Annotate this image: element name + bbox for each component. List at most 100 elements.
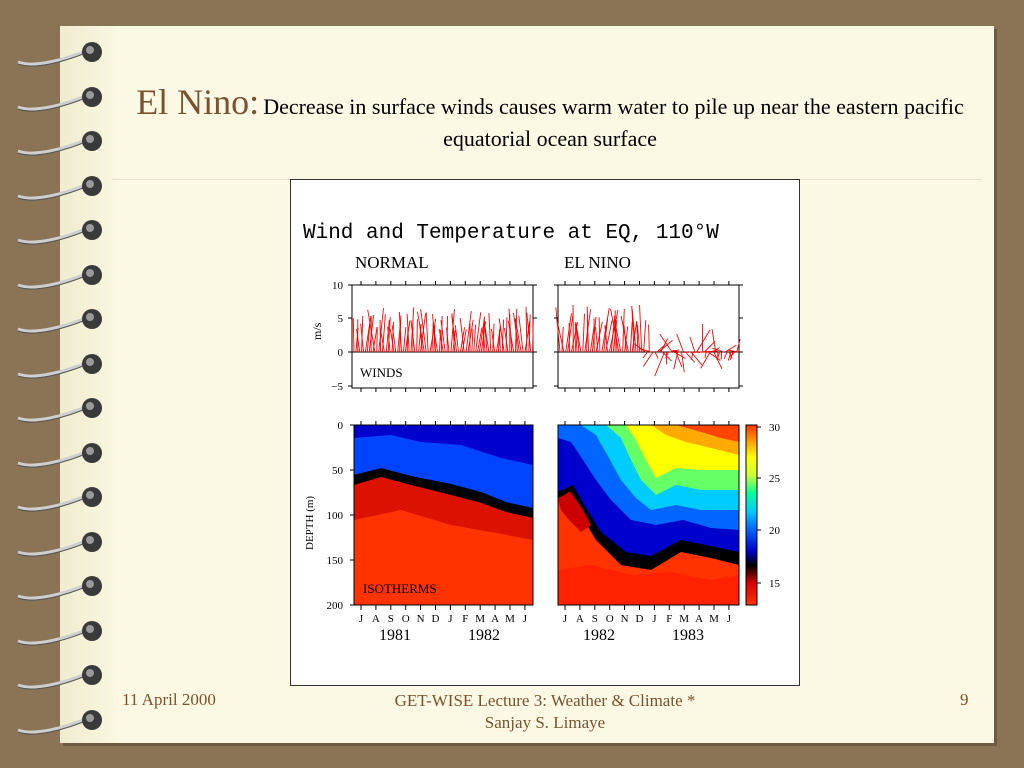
month-label: A	[372, 613, 380, 625]
wind-vector	[420, 309, 427, 353]
binding-ring	[14, 706, 106, 736]
wind-vector	[484, 323, 490, 353]
wind-vector	[446, 327, 450, 353]
label-normal: NORMAL	[355, 253, 429, 272]
month-label: M	[709, 613, 719, 625]
winds-y-ticks: 10 5 0 −5	[331, 280, 743, 393]
label-winds: WINDS	[360, 365, 403, 380]
wind-vector	[454, 325, 459, 353]
month-label: O	[402, 613, 410, 625]
wind-vector	[704, 340, 716, 353]
slide-title: El Nino: Decrease in surface winds cause…	[120, 80, 980, 153]
wind-vector	[665, 351, 669, 359]
binding-ring	[14, 528, 106, 558]
winds-tick-label: 10	[332, 280, 344, 292]
wind-vector	[631, 306, 635, 353]
wind-vector	[700, 351, 711, 369]
wind-vector	[525, 306, 528, 353]
wind-vector	[727, 351, 732, 361]
footer-date: 11 April 2000	[122, 690, 216, 709]
wind-vector	[379, 319, 382, 353]
binding-ring	[14, 83, 106, 113]
colorbar-tick-label: 15	[769, 578, 781, 590]
colorbar-tick-label: 20	[769, 525, 781, 537]
wind-vector	[729, 351, 734, 361]
month-label: M	[679, 613, 689, 625]
winds-tick-label: 0	[338, 347, 344, 359]
wind-vector	[704, 351, 707, 359]
binding-ring	[14, 483, 106, 513]
binding-ring	[14, 172, 106, 202]
depth-tick-label: 50	[332, 465, 344, 477]
wind-vector	[620, 315, 629, 353]
wind-vector	[639, 348, 652, 353]
wind-vector	[387, 326, 391, 353]
wind-vector	[416, 319, 418, 353]
wind-vector	[465, 310, 472, 353]
binding-ring	[14, 261, 106, 291]
wind-vector	[696, 329, 711, 353]
temperature-colorbar	[745, 424, 758, 606]
wind-vector	[582, 313, 585, 353]
binding-ring	[14, 216, 106, 246]
depth-tick-label: 150	[327, 555, 344, 567]
winds-y-axis-label: m/s	[310, 322, 324, 340]
wind-vector	[622, 308, 625, 353]
month-label: J	[563, 613, 568, 625]
wind-vector	[654, 351, 665, 377]
wind-vector	[406, 313, 410, 353]
month-label: F	[666, 613, 672, 625]
depth-tick-label: 100	[327, 510, 344, 522]
binding-ring	[14, 439, 106, 469]
title-lead: El Nino:	[136, 82, 260, 122]
panel-top-ticks	[360, 281, 730, 425]
wind-vector	[736, 338, 741, 353]
wind-vector	[518, 315, 524, 353]
wind-vector	[658, 339, 673, 353]
wind-vector	[654, 351, 659, 359]
wind-vector	[356, 328, 361, 353]
wind-temperature-figure: Wind and Temperature at EQ, 110°W NORMAL…	[290, 179, 800, 686]
month-label: M	[475, 613, 485, 625]
wind-vector	[716, 351, 721, 361]
wind-vector	[432, 324, 439, 353]
wind-vector	[594, 326, 599, 353]
wind-vector	[610, 315, 616, 353]
wind-vector	[586, 306, 589, 353]
footer-course: GET-WISE Lecture 3: Weather & Climate * …	[394, 691, 696, 733]
wind-vector	[681, 351, 685, 373]
depth-tick-label: 200	[327, 600, 344, 612]
isotherm-panel-el-nino	[558, 425, 739, 605]
binding-ring	[14, 617, 106, 647]
wind-vector	[507, 320, 515, 353]
wind-vector	[461, 329, 467, 353]
wind-vector	[727, 349, 739, 353]
wind-vector	[723, 351, 728, 359]
wind-vector	[524, 320, 531, 353]
binding-ring	[14, 38, 106, 68]
wind-vector	[491, 328, 496, 353]
month-label: A	[695, 613, 703, 625]
wind-vector	[352, 318, 355, 353]
wind-vector	[689, 336, 696, 353]
month-label: A	[491, 613, 499, 625]
colorbar-tick-label: 30	[769, 422, 781, 434]
wind-vector	[471, 328, 474, 353]
wind-vector	[614, 320, 622, 353]
wind-vector	[450, 309, 455, 353]
wind-vector	[505, 317, 508, 353]
wind-vector	[438, 329, 444, 353]
month-label: D	[636, 613, 644, 625]
wind-vector	[389, 329, 395, 353]
month-label: N	[417, 613, 425, 625]
depth-tick-label: 0	[338, 420, 344, 432]
wind-vector	[634, 343, 646, 353]
month-label: A	[576, 613, 584, 625]
wind-vector	[391, 321, 395, 353]
wind-vector	[417, 311, 425, 353]
month-label: J	[652, 613, 657, 625]
wind-vectors-normal	[352, 306, 534, 353]
winds-tick-label: 5	[338, 313, 344, 325]
wind-vector	[498, 318, 505, 353]
